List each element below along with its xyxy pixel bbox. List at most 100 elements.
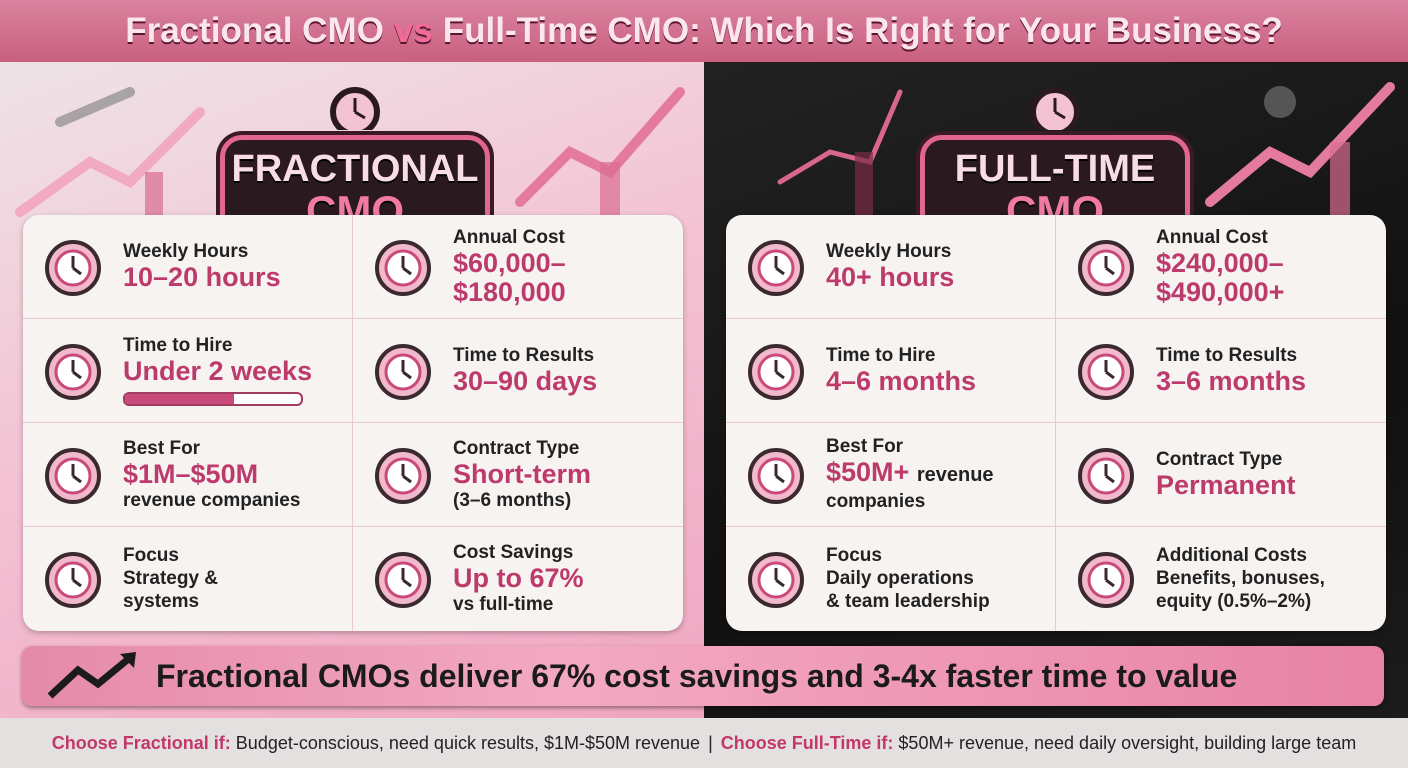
comparison-item: Weekly Hours 10–20 hours bbox=[23, 215, 353, 319]
icon-box bbox=[1056, 544, 1156, 614]
item-value: $490,000+ bbox=[1156, 276, 1285, 307]
item-note: (3–6 months) bbox=[453, 489, 572, 511]
comparison-item: Cost Savings Up to 67% vs full-time bbox=[353, 527, 683, 631]
footer-label: Choose Full-Time if: bbox=[720, 732, 894, 753]
icon-box bbox=[353, 544, 453, 614]
footer-label: Choose Fractional if: bbox=[51, 732, 231, 753]
item-value: 10–20 hours bbox=[123, 262, 281, 292]
footer: Choose Fractional if: Budget-conscious, … bbox=[0, 718, 1408, 768]
item-label: Time to Results bbox=[1156, 345, 1298, 366]
item-value: 30–90 days bbox=[453, 366, 598, 396]
comparison-item: Best For $1M–$50M revenue companies bbox=[23, 423, 353, 527]
item-label: Weekly Hours bbox=[826, 241, 952, 262]
comparison-item: Contract Type Short-term (3–6 months) bbox=[353, 423, 683, 527]
item-note: Strategy & bbox=[123, 568, 219, 589]
item-icon bbox=[1078, 239, 1134, 296]
title-part: Full-Time CMO: Which Is Right for Your B… bbox=[442, 11, 1283, 50]
item-value: 40+ hours bbox=[826, 262, 955, 292]
item-label: Weekly Hours bbox=[123, 241, 249, 262]
icon-box bbox=[1056, 440, 1156, 510]
item-icon bbox=[748, 239, 804, 296]
item-icon bbox=[1078, 447, 1134, 504]
item-value: $1M–$50M bbox=[123, 458, 259, 489]
banner-icon bbox=[47, 652, 136, 699]
item-text: Additional Costs Benefits, bonuses, equity… bbox=[1156, 545, 1386, 613]
item-text: Annual Cost $60,000– $180,000 bbox=[453, 227, 683, 307]
item-text: Focus Daily operations & team leadership bbox=[826, 545, 1055, 613]
item-note: vs full-time bbox=[453, 594, 554, 615]
item-label: Focus bbox=[826, 545, 882, 566]
item-label: Annual Cost bbox=[1156, 226, 1268, 248]
item-text: Time to Hire Under 2 weeks bbox=[123, 335, 352, 406]
badge-clock bbox=[330, 87, 380, 137]
item-label: Focus bbox=[123, 545, 179, 566]
icon-box bbox=[726, 232, 826, 302]
item-value: Permanent bbox=[1156, 470, 1296, 500]
title-vs: vs bbox=[393, 11, 433, 50]
item-note: companies bbox=[826, 491, 926, 512]
icon-box bbox=[353, 336, 453, 406]
item-label: Cost Savings bbox=[453, 542, 574, 563]
comparison-item: Time to Hire Under 2 weeks bbox=[23, 319, 353, 423]
icon-box bbox=[23, 336, 123, 406]
item-value: Under 2 weeks bbox=[123, 356, 313, 386]
badge-text: FULL-TIME bbox=[954, 148, 1156, 190]
comparison-item: Additional Costs Benefits, bonuses, equity… bbox=[1056, 527, 1386, 631]
comparison-item: Weekly Hours 40+ hours bbox=[726, 215, 1056, 319]
item-text: Time to Results 3–6 months bbox=[1156, 345, 1386, 396]
item-label: Time to Hire bbox=[826, 345, 936, 366]
item-icon bbox=[375, 239, 431, 296]
item-value: $240,000– bbox=[1156, 247, 1284, 278]
title: Fractional CMO vs Full-Time CMO: Which I… bbox=[0, 0, 1408, 62]
item-label: Contract Type bbox=[453, 437, 580, 459]
title-part: Fractional CMO bbox=[125, 11, 384, 50]
comparison-item: Time to Hire 4–6 months bbox=[726, 319, 1056, 423]
comparison-item: Annual Cost $240,000– $490,000+ bbox=[1056, 215, 1386, 319]
badge-clock bbox=[1030, 87, 1080, 137]
footer-separator: | bbox=[708, 732, 713, 753]
comparison-item: Time to Results 30–90 days bbox=[353, 319, 683, 423]
footer-text: $50M+ revenue, need daily oversight, bui… bbox=[898, 732, 1357, 753]
icon-box bbox=[1056, 232, 1156, 302]
item-icon bbox=[375, 447, 431, 504]
item-text: Best For $50M+ revenue companies bbox=[826, 436, 1055, 513]
decoration bbox=[15, 82, 1395, 222]
item-label: Additional Costs bbox=[1156, 545, 1307, 566]
item-text: Cost Savings Up to 67% vs full-time bbox=[453, 542, 683, 616]
comparison-item: Focus Strategy & systems bbox=[23, 527, 353, 631]
item-value: 4–6 months bbox=[826, 366, 977, 396]
item-value: $50M+ revenue bbox=[826, 457, 994, 487]
item-icon bbox=[45, 239, 101, 296]
item-value: Up to 67% bbox=[453, 563, 584, 593]
item-icon bbox=[748, 343, 804, 400]
icon-box bbox=[726, 336, 826, 406]
item-icon bbox=[45, 343, 101, 400]
item-note: revenue bbox=[916, 464, 994, 486]
item-value: $60,000– bbox=[453, 247, 566, 278]
item-note: revenue companies bbox=[123, 489, 301, 511]
item-icon bbox=[748, 447, 804, 504]
item-label: Annual Cost bbox=[453, 226, 565, 248]
icon-box bbox=[1056, 336, 1156, 406]
item-icon bbox=[1078, 552, 1134, 608]
item-icon bbox=[45, 552, 101, 608]
progress-fill bbox=[125, 394, 235, 404]
item-value: 3–6 months bbox=[1156, 366, 1307, 396]
icon-box bbox=[353, 232, 453, 302]
item-text: Annual Cost $240,000– $490,000+ bbox=[1156, 227, 1386, 307]
badge-text: FRACTIONAL bbox=[231, 148, 479, 190]
item-label: Best For bbox=[826, 436, 904, 457]
item-value: $180,000 bbox=[453, 276, 566, 307]
comparison-item: Time to Results 3–6 months bbox=[1056, 319, 1386, 423]
item-value: Short-term bbox=[453, 458, 592, 489]
item-text: Best For $1M–$50M revenue companies bbox=[123, 438, 352, 512]
comparison-card: Weekly Hours 10–20 hours Annual Cost $60,00… bbox=[23, 215, 683, 631]
comparison-item: Focus Daily operations & team leadership bbox=[726, 527, 1056, 631]
item-icon bbox=[375, 552, 431, 608]
item-note: equity (0.5%–2%) bbox=[1156, 591, 1312, 612]
icon-box bbox=[726, 440, 826, 510]
banner-text: Fractional CMOs deliver 67% cost savings… bbox=[156, 657, 1238, 694]
comparison-card: Weekly Hours 40+ hours Annual Cost $240,000… bbox=[726, 215, 1386, 631]
comparison-item: Contract Type Permanent bbox=[1056, 423, 1386, 527]
